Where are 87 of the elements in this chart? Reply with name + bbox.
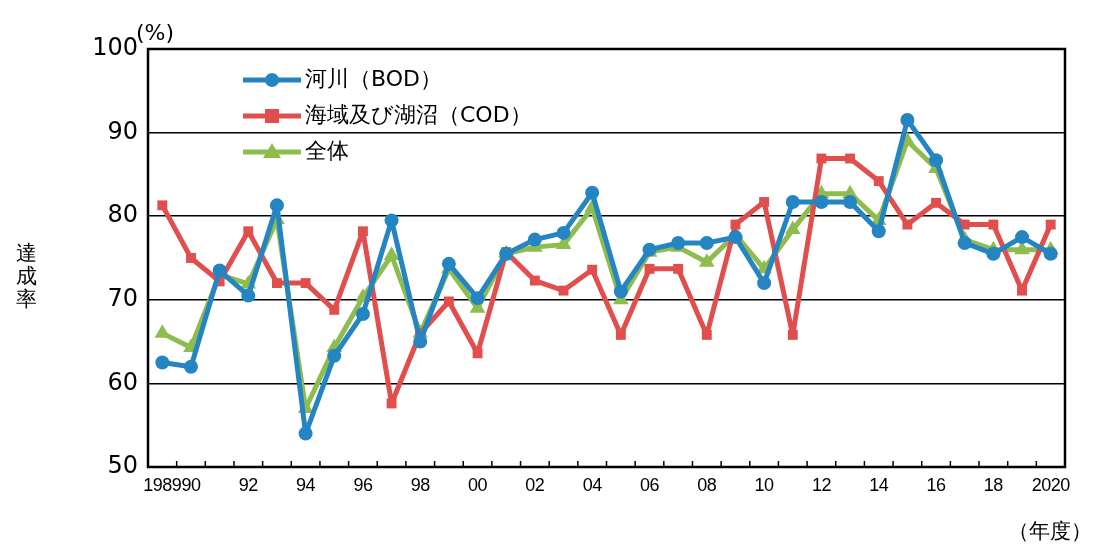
point	[241, 288, 256, 303]
point	[357, 226, 368, 237]
x-tick-label: 14	[869, 474, 889, 495]
point	[1045, 219, 1056, 230]
point	[298, 426, 313, 441]
point	[269, 198, 284, 213]
point	[900, 113, 915, 128]
point	[327, 348, 342, 363]
point	[699, 253, 715, 267]
point	[730, 219, 741, 230]
point	[644, 263, 655, 274]
point	[157, 200, 168, 211]
point	[413, 334, 428, 349]
x-tick-label: 16	[926, 474, 947, 495]
point	[613, 284, 628, 299]
point	[529, 275, 540, 286]
x-tick-label: 04	[582, 474, 603, 495]
point	[384, 213, 399, 228]
point	[186, 253, 196, 263]
point	[243, 226, 254, 237]
point	[929, 153, 944, 168]
point	[902, 219, 913, 230]
x-tick-label: 10	[754, 474, 775, 495]
point	[784, 220, 801, 235]
x-tick-label: 02	[525, 474, 545, 495]
point	[558, 285, 569, 296]
point	[843, 194, 858, 209]
y-tick-label: 80	[107, 200, 138, 229]
y-tick-label: 100	[92, 33, 138, 62]
y-axis-title: 達成率	[15, 241, 37, 312]
x-tick-label: 98	[410, 474, 431, 495]
point	[155, 355, 170, 370]
legend-label: 海域及び湖沼（COD）	[305, 101, 532, 127]
x-tick-label: 18	[983, 474, 1004, 495]
point	[931, 197, 941, 208]
y-tick-label: 60	[107, 367, 138, 396]
point	[386, 398, 397, 409]
point	[785, 194, 800, 209]
point	[871, 224, 886, 239]
point	[759, 197, 770, 207]
x-tick-label: 92	[238, 474, 259, 495]
point	[615, 329, 626, 340]
point	[787, 329, 798, 340]
point	[1043, 246, 1058, 261]
point	[699, 235, 714, 250]
point	[816, 153, 827, 164]
x-tick-label: 00	[468, 474, 488, 495]
y-tick-label: 50	[107, 451, 138, 480]
point	[814, 194, 829, 209]
point	[556, 225, 571, 240]
legend-label: 河川（BOD）	[305, 65, 442, 91]
x-tick-label: 1989	[143, 474, 182, 495]
point	[986, 246, 1001, 261]
point	[585, 185, 600, 200]
point	[355, 307, 370, 322]
x-tick-label: 94	[296, 474, 316, 495]
point	[300, 278, 311, 289]
point	[183, 359, 198, 374]
y-tick-label: 90	[107, 116, 138, 145]
point	[1017, 285, 1027, 296]
point	[845, 153, 856, 164]
point	[443, 296, 454, 307]
y-tick-label: 70	[107, 284, 138, 313]
point	[957, 235, 972, 250]
x-tick-label: 06	[639, 474, 660, 495]
legend-label: 全体	[305, 137, 349, 163]
point	[329, 304, 340, 315]
point	[587, 264, 598, 275]
x-tick-label: 08	[697, 474, 717, 495]
point	[701, 329, 712, 340]
x-tick-label: 12	[811, 474, 832, 495]
point	[757, 276, 772, 291]
point	[527, 232, 542, 247]
point	[272, 278, 282, 289]
point	[873, 176, 884, 187]
point	[988, 219, 999, 230]
point	[383, 246, 400, 260]
point	[728, 230, 743, 245]
point	[1015, 230, 1030, 245]
text: (%)	[136, 19, 175, 45]
x-tick-label: 90	[181, 474, 201, 495]
x-tick-label: 96	[353, 474, 373, 495]
x-tick-label: 2020	[1031, 474, 1071, 495]
point	[470, 291, 485, 306]
point	[472, 348, 483, 359]
point	[673, 263, 684, 274]
x-axis-title: （年度）	[1008, 518, 1092, 543]
